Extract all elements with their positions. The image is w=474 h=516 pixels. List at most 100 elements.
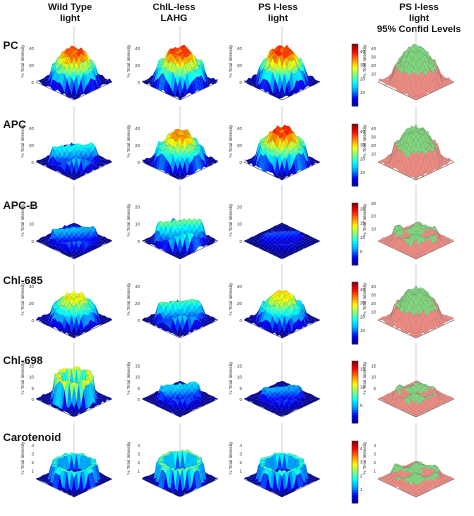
z-tick-label: 10	[29, 375, 35, 380]
row-label-chl-685: Chl-685	[3, 275, 43, 287]
z-axis-label: % Total Intensity	[228, 124, 233, 157]
floor-front-edge	[243, 81, 321, 101]
z-tick-label: 10	[371, 72, 377, 77]
row-label-apc-b: APC-B	[3, 200, 38, 212]
z-tick-label: 20	[237, 301, 243, 306]
z-tick-label: 10	[29, 222, 35, 227]
z-axis-label: % Total Intensity	[228, 203, 233, 236]
z-tick-label: 40	[135, 126, 141, 131]
z-tick-label: 40	[371, 126, 377, 131]
z-tick-label: 10	[371, 310, 377, 315]
z-tick-label: 20	[29, 143, 35, 148]
z-axis-label: % Total Intensity	[362, 44, 367, 77]
z-axis-label: % Total Intensity	[20, 282, 25, 315]
z-tick-label: 0	[239, 397, 242, 402]
surface-facet	[413, 95, 419, 101]
z-tick-label: 0	[137, 239, 140, 244]
z-tick-label: 15	[135, 363, 141, 368]
z-tick-label: 40	[237, 46, 243, 51]
z-tick-label: 5	[239, 386, 242, 391]
z-tick-label: 10	[135, 375, 141, 380]
z-tick-label: 10	[135, 222, 141, 227]
z-axis-label: % Total Intensity	[20, 124, 25, 157]
row-label-apc: APC	[3, 119, 27, 131]
z-tick-label: 0	[31, 397, 34, 402]
z-tick-label: 40	[29, 284, 35, 289]
z-tick-label: 0	[31, 80, 34, 85]
row-label-carotenoid: Carotenoid	[3, 432, 62, 444]
z-tick-label: 20	[29, 204, 35, 209]
panel-apc-b-col1: 20 10 0 % Total Intensity	[126, 185, 219, 260]
z-tick-label: 20	[135, 63, 141, 68]
panel-pc-col1: 40 20 0 % Total Intensity	[126, 26, 219, 101]
z-tick-label: 0	[31, 160, 34, 165]
z-axis-label: % Total Intensity	[228, 361, 233, 394]
z-tick-label: 20	[237, 143, 243, 148]
z-tick-label: 40	[237, 284, 243, 289]
z-tick-label: 40	[135, 46, 141, 51]
z-tick-label: 20	[29, 301, 35, 306]
z-axis-label: % Total Intensity	[20, 203, 25, 236]
z-axis-label: % Total Intensity	[126, 124, 131, 157]
z-tick-label: 0	[31, 239, 34, 244]
z-tick-label: 15	[237, 363, 243, 368]
z-tick-label: 15	[29, 363, 35, 368]
z-tick-label: 20	[371, 143, 377, 148]
z-tick-label: 0	[137, 160, 140, 165]
z-tick-label: 20	[371, 214, 377, 219]
z-tick-label: 10	[371, 226, 377, 231]
z-tick-label: 20	[371, 301, 377, 306]
z-axis-label: % Total Intensity	[20, 44, 25, 77]
z-tick-label: 20	[135, 143, 141, 148]
surface-facet	[177, 95, 183, 101]
z-tick-label: 40	[29, 46, 35, 51]
row-label-chl-698: Chl-698	[3, 355, 43, 367]
z-axis-label: % Total Intensity	[20, 361, 25, 394]
z-tick-label: 0	[137, 318, 140, 323]
z-tick-label: 5	[31, 386, 34, 391]
z-tick-label: 40	[371, 284, 377, 289]
z-tick-label: 20	[237, 63, 243, 68]
z-tick-label: 10	[237, 375, 243, 380]
column-header-ps-i-less: PS I-less light	[258, 2, 298, 24]
panel-chl-685-col0: 40 20 0 % Total Intensity	[20, 264, 113, 339]
z-axis-label: % Total Intensity	[126, 361, 131, 394]
z-tick-label: 0	[137, 80, 140, 85]
z-tick-label: 20	[135, 204, 141, 209]
z-tick-label: 0	[239, 80, 242, 85]
z-axis-label: % Total Intensity	[126, 203, 131, 236]
z-tick-label: 30	[371, 293, 377, 298]
surface-facet	[71, 96, 77, 100]
panel-apc-b-col0: 20 10 0 % Total Intensity	[20, 185, 113, 260]
z-tick-label: 40	[237, 126, 243, 131]
panel-pc-col0: 40 20 0 % Total Intensity	[20, 26, 113, 101]
column-header-wild-type: Wild Type light	[47, 2, 93, 24]
panel-apc-col0: 40 20 0 % Total Intensity	[20, 106, 113, 181]
panel-apc-b-col2: 20 10 0 % Total Intensity	[228, 185, 321, 260]
z-tick-label: 0	[31, 318, 34, 323]
z-tick-label: 0	[239, 239, 242, 244]
z-tick-label: 20	[29, 63, 35, 68]
z-axis-label: % Total Intensity	[126, 44, 131, 77]
row-label-pc: PC	[3, 40, 19, 52]
z-tick-label: 40	[371, 46, 377, 51]
z-axis-label: % Total Intensity	[228, 282, 233, 315]
z-tick-label: 5	[137, 386, 140, 391]
z-tick-label: 40	[29, 126, 35, 131]
z-tick-label: 20	[371, 63, 377, 68]
z-tick-label: 10	[237, 222, 243, 227]
z-tick-label: 30	[371, 135, 377, 140]
floor-front-edge	[35, 81, 113, 101]
z-tick-label: 40	[135, 284, 141, 289]
panel-apc-col1: 40 20 0 % Total Intensity	[126, 106, 219, 181]
z-tick-label: 20	[237, 204, 243, 209]
